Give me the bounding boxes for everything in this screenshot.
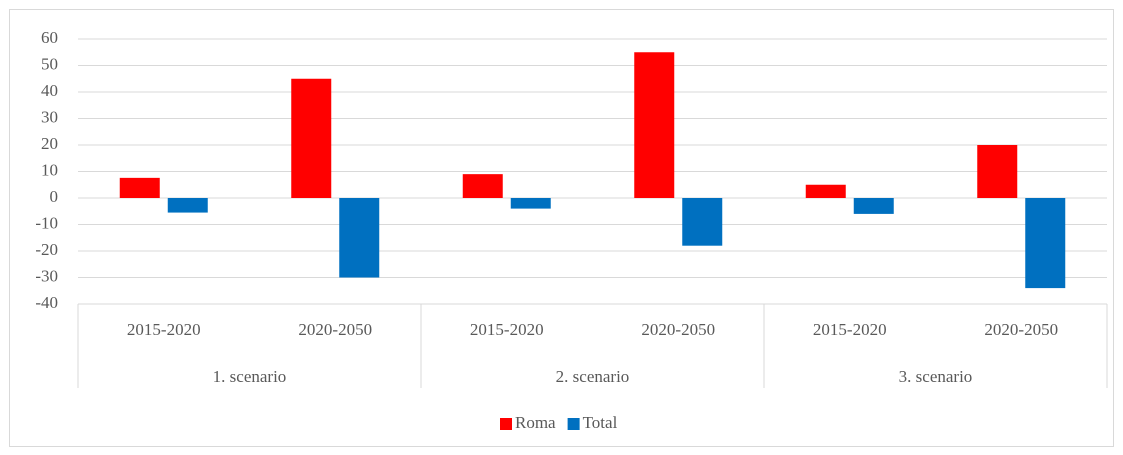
bar: [462, 174, 503, 198]
bar: [977, 145, 1018, 198]
x-tick-label: 2020-2050: [298, 320, 372, 339]
legend-swatch: [567, 418, 580, 430]
y-tick-label: 60: [41, 28, 58, 47]
y-tick-label: 10: [41, 160, 58, 179]
y-tick-label: 50: [41, 54, 58, 73]
x-tick-label: 2015-2020: [470, 320, 544, 339]
legend-label: Roma: [515, 413, 556, 432]
y-tick-label: -10: [35, 213, 58, 232]
y-tick-label: 20: [41, 134, 58, 153]
legend-swatch: [500, 418, 512, 430]
bar: [167, 198, 208, 213]
y-tick-label: 30: [41, 107, 58, 126]
group-label: 3. scenario: [899, 367, 973, 386]
bar: [291, 78, 332, 198]
bar: [1025, 198, 1066, 289]
x-tick-label: 2015-2020: [813, 320, 887, 339]
x-tick-label: 2015-2020: [127, 320, 201, 339]
x-tick-label: 2020-2050: [641, 320, 715, 339]
group-label: 1. scenario: [213, 367, 287, 386]
bar: [510, 198, 551, 209]
chart-border: [9, 9, 1114, 447]
y-tick-label: -20: [35, 240, 58, 259]
bar: [634, 52, 675, 198]
y-tick-label: 0: [50, 187, 59, 206]
group-label: 2. scenario: [556, 367, 630, 386]
bar: [339, 198, 380, 278]
y-tick-label: 40: [41, 81, 58, 100]
bar: [805, 184, 846, 198]
bar: [119, 177, 160, 198]
legend-label: Total: [583, 413, 618, 432]
bar: [853, 198, 894, 214]
bar: [682, 198, 723, 246]
y-tick-label: -40: [35, 293, 58, 312]
y-tick-label: -30: [35, 266, 58, 285]
x-tick-label: 2020-2050: [984, 320, 1058, 339]
